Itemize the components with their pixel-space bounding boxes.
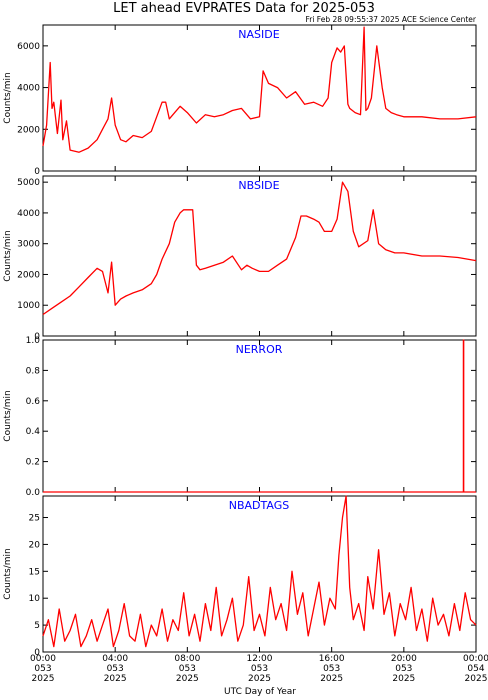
y-tick-label: 20 bbox=[29, 540, 41, 550]
x-tick-label: 2025 bbox=[32, 674, 55, 684]
panel-nbadtags: 0 5 10 15 20 25 Counts/min NBADTAGS bbox=[3, 495, 477, 658]
y-tick-label: 1000 bbox=[17, 301, 40, 311]
panel-label: NBADTAGS bbox=[229, 499, 289, 512]
y-axis-label: Counts/min bbox=[3, 230, 13, 281]
y-tick-label: 4000 bbox=[17, 209, 40, 219]
plot-frame bbox=[42, 495, 477, 653]
y-tick-label: 10 bbox=[29, 594, 41, 604]
series-line-nbside bbox=[42, 181, 477, 316]
y-tick-label: 1.0 bbox=[26, 336, 41, 346]
plot-frame bbox=[42, 339, 477, 493]
y-tick-label: 0.2 bbox=[26, 458, 40, 468]
x-tick-label: 053 bbox=[323, 664, 340, 674]
plot-frame bbox=[42, 175, 477, 337]
x-tick-label: 16:00 bbox=[319, 654, 345, 664]
panel-nbside: 0 1000 2000 3000 4000 5000 Counts/min NBSIDE bbox=[3, 175, 477, 342]
panel-nerror: 0.0 0.2 0.4 0.6 0.8 1.0 Counts/min NERROR bbox=[3, 336, 477, 498]
y-tick-label: 0 bbox=[34, 648, 40, 658]
x-tick-label: 2025 bbox=[320, 674, 343, 684]
y-tick-label: 5000 bbox=[17, 178, 40, 188]
y-tick-label: 0 bbox=[34, 332, 40, 342]
y-tick-label: 6000 bbox=[17, 42, 40, 52]
x-tick-label: 2025 bbox=[465, 674, 488, 684]
x-tick-label: 2025 bbox=[104, 674, 127, 684]
panel-label: NBSIDE bbox=[238, 179, 279, 192]
chart-title: LET ahead EVPRATES Data for 2025-053 bbox=[113, 1, 375, 16]
y-axis-label: Counts/min bbox=[3, 548, 13, 599]
x-axis-title: UTC Day of Year bbox=[224, 687, 296, 697]
x-tick-label: 054 bbox=[467, 664, 484, 674]
y-tick-label: 0 bbox=[34, 167, 40, 177]
panel-label: NASIDE bbox=[238, 28, 279, 41]
x-tick-label: 00:00 bbox=[463, 654, 488, 664]
y-tick-label: 3000 bbox=[17, 240, 40, 250]
y-tick-label: 2000 bbox=[17, 270, 40, 280]
x-tick-label: 00:00 bbox=[30, 654, 56, 664]
x-axis-labels: 00:00053202504:00053202508:00053202512:0… bbox=[30, 654, 488, 684]
series-line-naside bbox=[42, 26, 477, 153]
panel-label: NERROR bbox=[236, 343, 283, 356]
y-axis-label: Counts/min bbox=[3, 390, 13, 441]
series-line-nerror bbox=[43, 339, 476, 493]
y-tick-label: 2000 bbox=[17, 125, 40, 135]
x-tick-label: 12:00 bbox=[247, 654, 273, 664]
timestamp: Fri Feb 28 09:55:37 2025 ACE Science Cen… bbox=[305, 15, 476, 24]
y-tick-label: 0.0 bbox=[26, 488, 41, 498]
x-tick-label: 053 bbox=[179, 664, 196, 674]
plot-frame bbox=[42, 24, 477, 172]
x-tick-label: 053 bbox=[395, 664, 412, 674]
x-tick-label: 04:00 bbox=[102, 654, 128, 664]
x-tick-label: 2025 bbox=[176, 674, 199, 684]
x-tick-label: 2025 bbox=[392, 674, 415, 684]
x-tick-label: 053 bbox=[34, 664, 51, 674]
panel-naside: 0 2000 4000 6000 Counts/min NASIDE bbox=[3, 24, 477, 177]
x-tick-label: 20:00 bbox=[391, 654, 417, 664]
y-tick-label: 4000 bbox=[17, 84, 40, 94]
y-tick-label: 15 bbox=[29, 567, 40, 577]
y-tick-label: 0.4 bbox=[26, 427, 41, 437]
x-tick-label: 053 bbox=[107, 664, 124, 674]
x-tick-label: 2025 bbox=[248, 674, 271, 684]
y-axis-label: Counts/min bbox=[3, 72, 13, 123]
y-tick-label: 0.6 bbox=[26, 397, 41, 407]
panels: 0 2000 4000 6000 Counts/min NASIDE 0 1000 2000 30… bbox=[3, 24, 477, 658]
y-tick-label: 5 bbox=[34, 621, 40, 631]
y-tick-label: 0.8 bbox=[26, 366, 41, 376]
x-tick-label: 08:00 bbox=[174, 654, 200, 664]
x-tick-label: 053 bbox=[251, 664, 268, 674]
y-tick-label: 25 bbox=[29, 514, 40, 524]
series-line-nbadtags bbox=[42, 495, 477, 648]
